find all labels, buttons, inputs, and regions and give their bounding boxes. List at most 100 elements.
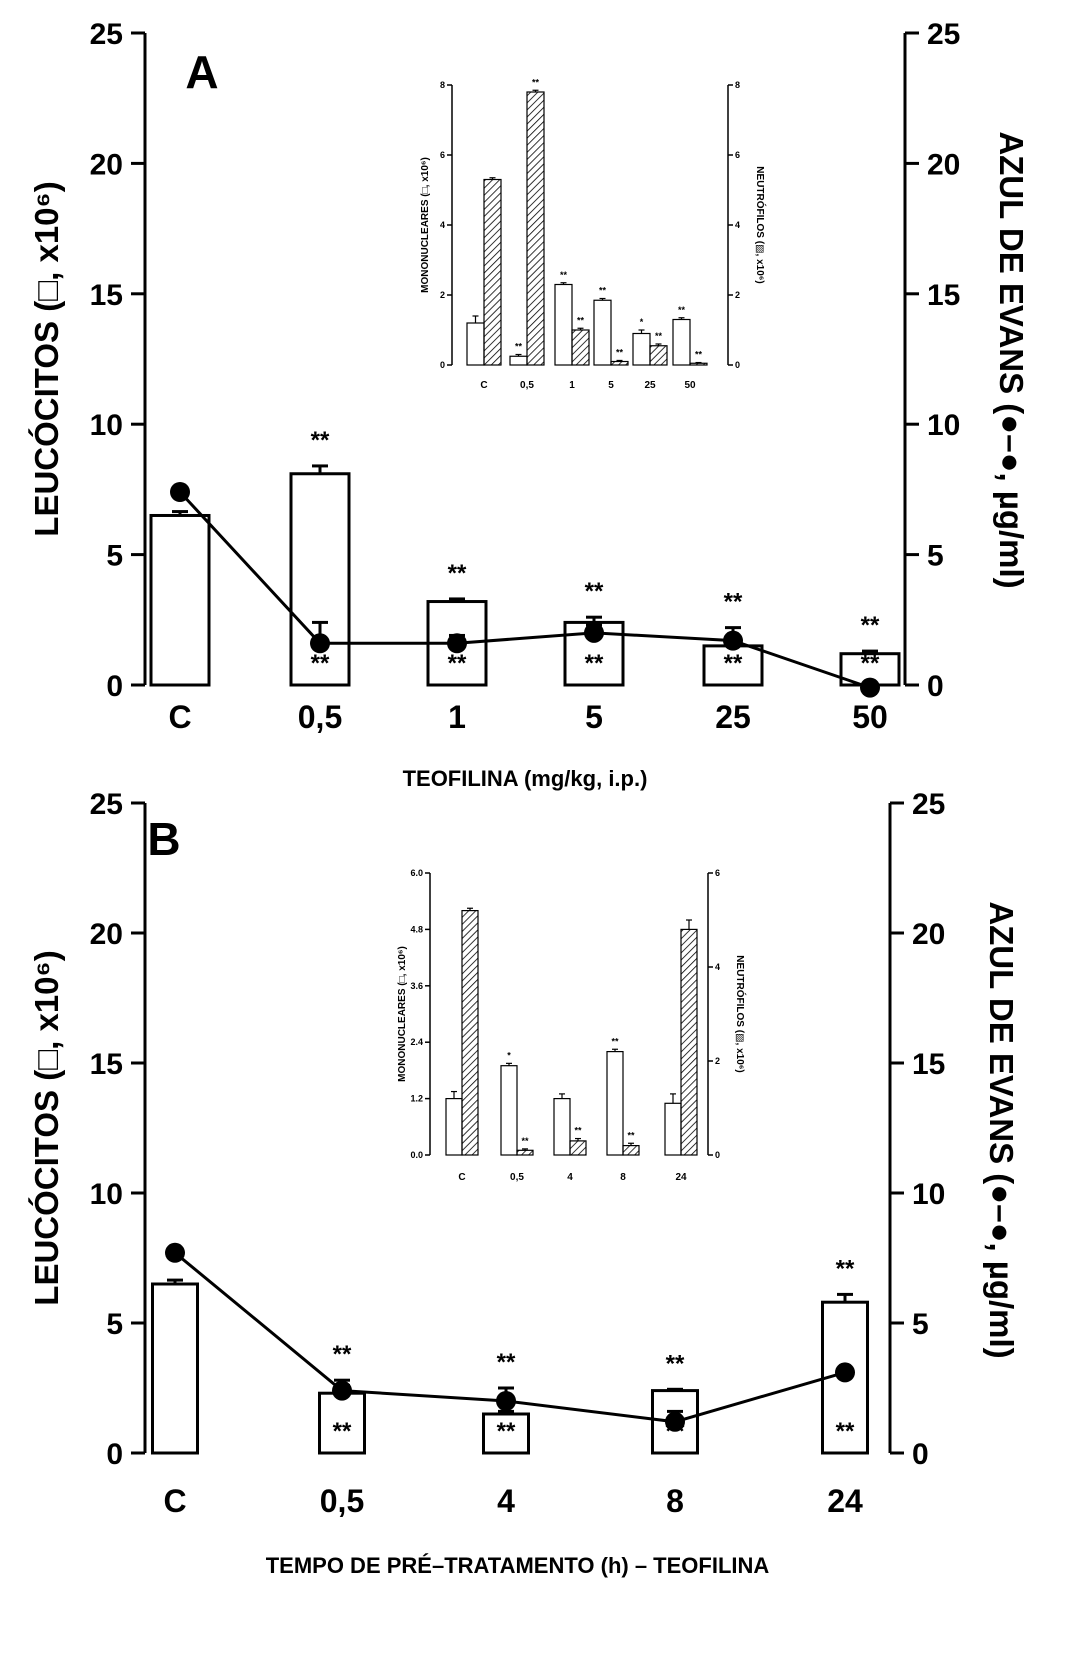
category-label: 4 xyxy=(497,1483,515,1519)
inset-category-label: C xyxy=(480,380,487,391)
right-tick-label: 15 xyxy=(912,1048,945,1081)
evans-blue-point xyxy=(723,630,743,651)
inset-mononuclear-bar xyxy=(554,283,573,366)
inset-significance-mark: ** xyxy=(532,77,540,87)
inset-left-tick-label: 4 xyxy=(440,220,445,230)
significance-mark: ** xyxy=(836,1418,855,1445)
evans-blue-point xyxy=(310,633,330,654)
left-tick-label: 25 xyxy=(90,18,123,51)
right-axis-title: AZUL DE EVANS (●–●, µg/ml) xyxy=(993,131,1030,588)
inset-left-tick-label: 2 xyxy=(440,290,445,300)
inset-significance-mark: * xyxy=(507,1050,511,1060)
inset-category-label: C xyxy=(458,1172,465,1183)
right-tick-label: 10 xyxy=(927,409,960,442)
bar xyxy=(151,1282,199,1455)
inset-left-tick-label: 0.0 xyxy=(410,1150,423,1160)
significance-mark: ** xyxy=(333,1418,352,1445)
evans-blue-point xyxy=(665,1411,685,1432)
inset-category-label: 0,5 xyxy=(520,380,534,391)
inset-neutrophil-bar xyxy=(680,928,698,1156)
inset-right-axis-title: NEUTRÓFILOS (▨, x10⁶) xyxy=(734,955,747,1072)
inset-left-tick-label: 6 xyxy=(440,150,445,160)
left-tick-label: 5 xyxy=(106,540,123,573)
inset-right-axis-title: NEUTRÓFILOS (▨, x10⁶) xyxy=(754,166,767,283)
bar xyxy=(318,1391,366,1455)
bar xyxy=(149,513,211,687)
inset-category-label: 4 xyxy=(567,1172,573,1183)
inset-significance-mark: ** xyxy=(560,270,568,280)
right-tick-label: 0 xyxy=(912,1438,929,1471)
right-tick-label: 25 xyxy=(927,18,960,51)
panel-letter: A xyxy=(185,46,218,98)
inset-category-label: 25 xyxy=(644,380,656,391)
inset-category-label: 1 xyxy=(569,380,575,391)
inset-neutrophil-bar xyxy=(483,178,502,366)
right-tick-label: 5 xyxy=(912,1308,929,1341)
inset-right-tick-label: 0 xyxy=(715,1150,720,1160)
right-axis-title: AZUL DE EVANS (●–●, µg/ml) xyxy=(983,901,1020,1358)
inset-neutrophil-bar xyxy=(571,329,590,366)
inset-left-tick-label: 3.6 xyxy=(410,981,423,991)
left-tick-label: 5 xyxy=(106,1308,123,1341)
category-label: 0,5 xyxy=(298,699,342,735)
evans-blue-line xyxy=(178,490,871,690)
right-tick-label: 5 xyxy=(927,540,944,573)
inset-mononuclear-bar xyxy=(606,1050,624,1156)
inset-significance-mark: ** xyxy=(616,347,624,357)
right-tick-label: 0 xyxy=(927,670,944,703)
inset-left-tick-label: 2.4 xyxy=(410,1037,423,1047)
significance-mark: ** xyxy=(311,427,330,454)
inset-mononuclear-bar xyxy=(632,332,651,366)
inset-mononuclear-bar xyxy=(509,355,528,366)
inset-category-label: 24 xyxy=(675,1172,687,1183)
left-axis-title: LEUCÓCITOS (□, x10⁶) xyxy=(28,181,65,536)
significance-mark: ** xyxy=(724,589,743,616)
significance-mark: ** xyxy=(861,650,880,677)
panel-letter: B xyxy=(147,813,180,865)
inset-right-tick-label: 4 xyxy=(715,962,720,972)
left-tick-label: 0 xyxy=(106,670,123,703)
evans-blue-point xyxy=(860,677,880,698)
evans-blue-point xyxy=(835,1362,855,1383)
significance-mark: ** xyxy=(448,650,467,677)
left-tick-label: 0 xyxy=(106,1438,123,1471)
inset-significance-mark: ** xyxy=(695,350,703,360)
category-label: C xyxy=(168,699,191,735)
significance-mark: ** xyxy=(836,1255,855,1282)
evans-blue-point xyxy=(584,622,604,643)
inset-significance-mark: ** xyxy=(515,342,523,352)
inset-mononuclear-bar xyxy=(672,318,691,366)
inset-mononuclear-bar xyxy=(553,1097,571,1156)
inset-neutrophil-bar xyxy=(649,345,668,366)
inset-right-tick-label: 6 xyxy=(715,868,720,878)
inset-neutrophil-bar xyxy=(610,360,629,366)
inset-significance-mark: ** xyxy=(577,315,585,325)
left-tick-label: 15 xyxy=(90,1048,123,1081)
inset-left-tick-label: 0 xyxy=(440,360,445,370)
significance-mark: ** xyxy=(724,650,743,677)
evans-blue-point xyxy=(496,1391,516,1411)
evans-blue-point xyxy=(447,633,467,654)
inset-right-tick-label: 8 xyxy=(735,80,740,90)
left-axis-title: LEUCÓCITOS (□, x10⁶) xyxy=(28,950,65,1305)
right-tick-label: 20 xyxy=(927,148,960,181)
inset-mononuclear-bar xyxy=(445,1097,463,1156)
significance-mark: ** xyxy=(311,650,330,677)
category-label: 8 xyxy=(666,1483,684,1519)
inset-mononuclear-bar xyxy=(593,299,612,366)
left-tick-label: 10 xyxy=(90,1178,123,1211)
category-label: 1 xyxy=(448,699,466,735)
x-axis-title: TEOFILINA (mg/kg, i.p.) xyxy=(403,766,648,791)
inset-significance-mark: ** xyxy=(521,1136,529,1146)
evans-blue-point xyxy=(332,1380,352,1401)
inset-neutrophil-bar xyxy=(461,909,479,1156)
right-tick-label: 20 xyxy=(912,918,945,951)
inset-mononuclear-bar xyxy=(664,1102,682,1156)
inset-right-tick-label: 0 xyxy=(735,360,740,370)
inset-significance-mark: ** xyxy=(655,331,663,341)
significance-mark: ** xyxy=(666,1350,685,1377)
right-tick-label: 10 xyxy=(912,1178,945,1211)
inset-significance-mark: ** xyxy=(627,1130,635,1140)
inset-left-axis-title: MONONUCLEARES (□, x10⁶) xyxy=(397,946,408,1082)
